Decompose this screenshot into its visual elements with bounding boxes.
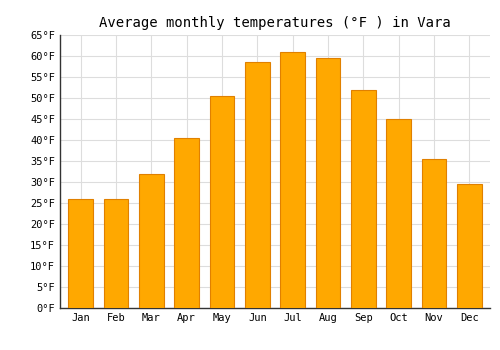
Bar xyxy=(280,52,305,308)
Bar xyxy=(174,138,199,308)
Bar xyxy=(245,62,270,308)
Bar xyxy=(210,96,234,308)
Bar xyxy=(104,199,128,308)
Bar xyxy=(422,159,446,308)
Bar xyxy=(351,90,376,308)
Bar xyxy=(139,174,164,308)
Bar xyxy=(386,119,411,308)
Bar xyxy=(68,199,93,308)
Bar xyxy=(457,184,481,308)
Bar xyxy=(316,58,340,308)
Title: Average monthly temperatures (°F ) in Vara: Average monthly temperatures (°F ) in Va… xyxy=(99,16,451,30)
